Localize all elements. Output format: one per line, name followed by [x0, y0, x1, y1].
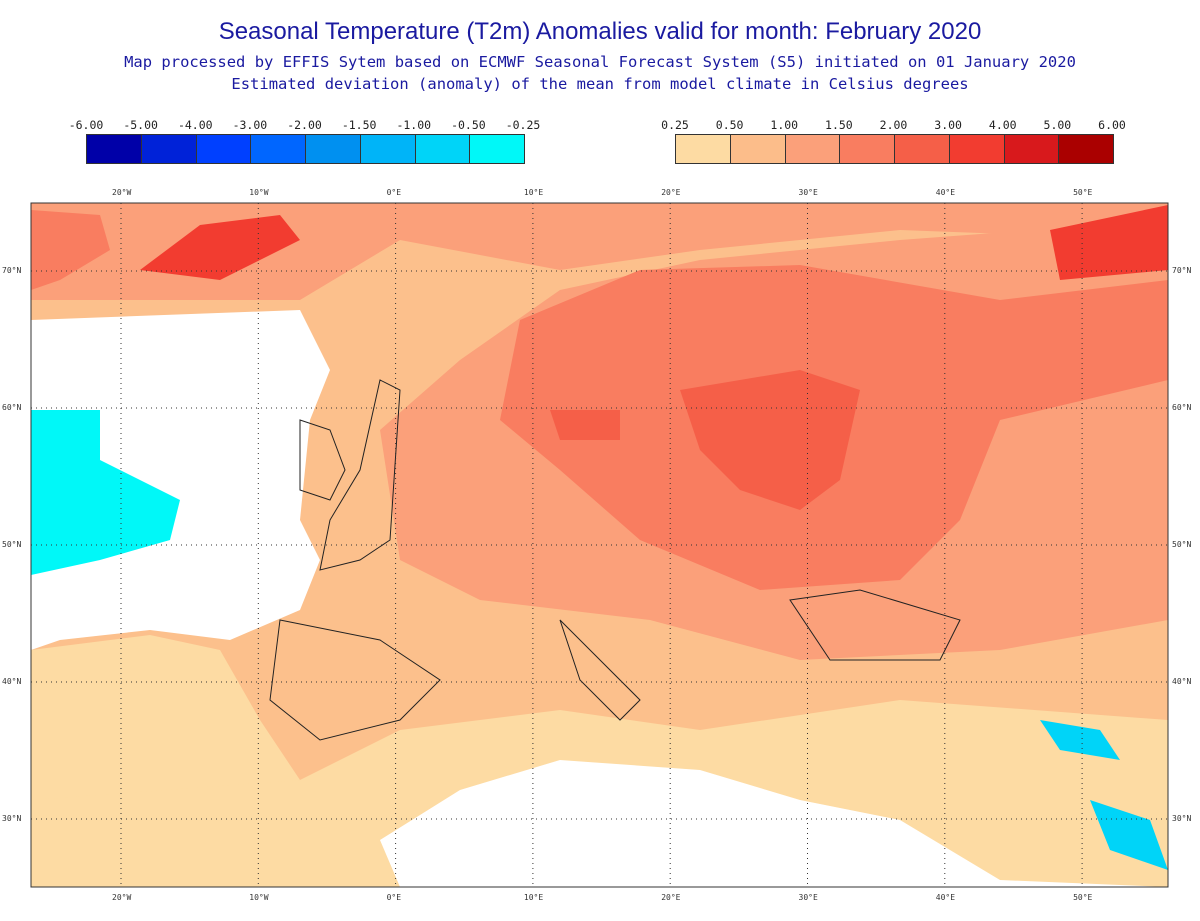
axis-label: 30°N — [2, 814, 22, 823]
axis-label: 10°E — [523, 188, 544, 197]
negative-anomaly-colorbar — [86, 134, 525, 164]
no-signal-area-sahara — [380, 760, 1168, 887]
axis-label: 70°N — [2, 266, 22, 275]
map-title: Seasonal Temperature (T2m) Anomalies val… — [218, 18, 982, 45]
colorbar-tick-label: 0.50 — [715, 118, 744, 132]
colorbar-tick-label: 6.00 — [1098, 118, 1126, 132]
colorbar-swatch — [730, 135, 786, 163]
colorbar-swatch — [1004, 135, 1060, 163]
axis-label: 20°E — [661, 893, 681, 902]
anomaly-field-2-3 — [550, 370, 860, 510]
axis-label: 0°E — [386, 893, 402, 902]
colorbar-tick-label: -2.00 — [287, 118, 322, 132]
anomaly-field-3-4 — [140, 205, 1168, 280]
axis-label: 0°E — [386, 188, 402, 197]
axis-label: 10°W — [249, 893, 269, 902]
axis-label: 30°E — [798, 188, 818, 197]
colorbar-swatch — [1059, 135, 1113, 163]
colorbar-swatch — [306, 135, 361, 163]
map-frame — [30, 202, 1169, 888]
colorbar-tick-label: -3.00 — [232, 118, 268, 132]
graticule — [31, 203, 1168, 887]
colorbar-swatch — [196, 135, 252, 163]
no-signal-area-atlantic — [31, 310, 330, 650]
colorbar-tick-label: 5.00 — [1043, 118, 1072, 132]
colorbar-swatch — [785, 135, 841, 163]
colorbar-tick-label: -5.00 — [123, 118, 158, 132]
axis-label: 20°W — [112, 893, 132, 902]
axis-label: 70°N — [1172, 266, 1192, 275]
axis-label: 20°W — [112, 188, 132, 197]
colorbar-tick-label: -1.00 — [396, 118, 432, 132]
colorbar-swatch — [840, 135, 895, 163]
colorbar-swatch — [251, 135, 306, 163]
colorbar-tick-label: -1.50 — [341, 118, 377, 132]
colorbar-tick-label: -4.00 — [177, 118, 213, 132]
colorbar-swatch — [470, 135, 524, 163]
negative-anomaly-middle-east — [1040, 720, 1168, 870]
colorbar-tick-label: -0.25 — [505, 118, 541, 132]
axis-label: 30°N — [1172, 814, 1192, 823]
colorbar-tick-label: 2.00 — [879, 118, 908, 132]
colorbar-tick-label: -6.00 — [68, 118, 104, 132]
axis-label: 50°E — [1073, 188, 1093, 197]
negative-anomaly-atlantic — [31, 410, 180, 575]
axis-label: 40°N — [1172, 677, 1192, 686]
colorbar-swatch — [949, 135, 1005, 163]
axis-label: 50°N — [1172, 540, 1192, 549]
axis-label: 50°N — [2, 540, 22, 549]
axis-label: 10°W — [249, 188, 269, 197]
colorbar-swatch — [415, 135, 471, 163]
anomaly-field-1-1.5-north — [31, 203, 1168, 300]
colorbar-swatch — [360, 135, 416, 163]
colorbar-tick-label: 1.50 — [825, 118, 853, 132]
axis-label: 20°E — [661, 188, 681, 197]
axis-label: 40°E — [935, 188, 956, 197]
colorbar-tick-label: 4.00 — [988, 118, 1017, 132]
colorbar-swatch — [676, 135, 731, 163]
map-subtitle: Map processed by EFFIS Sytem based on EC… — [124, 53, 1076, 71]
anomaly-field-0.25-0.5-atlantic — [31, 635, 300, 800]
axis-label: 10°E — [523, 893, 544, 902]
axis-label: 40°E — [935, 893, 956, 902]
axis-label: 60°N — [1172, 403, 1192, 412]
axis-label: 50°E — [1073, 893, 1093, 902]
colorbar-tick-label: -0.50 — [451, 118, 486, 132]
coastlines — [269, 379, 961, 741]
colorbar-swatch — [141, 135, 197, 163]
axis-label: 60°N — [2, 403, 22, 412]
colorbar-tick-label: 3.00 — [934, 118, 962, 132]
colorbar-tick-label: 0.25 — [661, 118, 689, 132]
colorbar-tick-label: 1.00 — [770, 118, 799, 132]
map-units-note: Estimated deviation (anomaly) of the mea… — [231, 75, 969, 93]
positive-anomaly-colorbar — [675, 134, 1114, 164]
colorbar-swatch — [895, 135, 950, 163]
axis-label: 30°E — [798, 893, 818, 902]
anomaly-field-greenland — [31, 210, 110, 290]
axis-label: 40°N — [2, 677, 22, 686]
colorbar-swatch — [87, 135, 142, 163]
